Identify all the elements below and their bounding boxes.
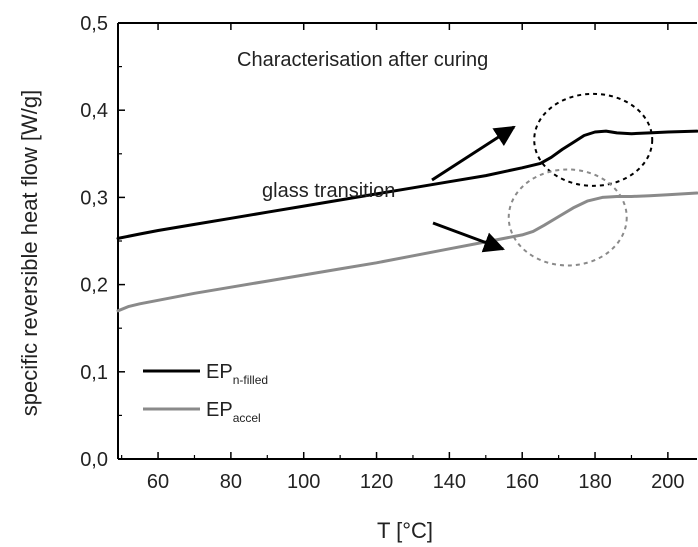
annotation-glass-transition: glass transition: [262, 180, 395, 202]
legend: EPn-filled EPaccel: [143, 361, 268, 425]
y-tick-label: 0,4: [80, 100, 108, 122]
arrow-to-gray-circle: [432, 221, 505, 253]
x-axis-title: T [°C]: [377, 518, 433, 543]
annotation-layer: Characterisation after curing glass tran…: [237, 49, 654, 267]
x-tick-label: 140: [433, 471, 466, 493]
y-tick-label: 0,5: [80, 13, 108, 35]
annotation-title: Characterisation after curing: [237, 49, 488, 71]
series-layer: [116, 129, 698, 313]
plot-frame: [117, 22, 697, 460]
y-tick-label: 0,3: [80, 187, 108, 209]
y-tick-label: 0,1: [80, 362, 108, 384]
glass-transition-circle-black: [533, 92, 654, 187]
y-axis-ticks: 0,0 0,1 0,2 0,3 0,4 0,5: [80, 13, 125, 471]
x-axis-ticks: 60 80 100 120 140 160 180 200: [121, 23, 685, 493]
y-tick-label: 0,0: [80, 449, 108, 471]
x-tick-label: 100: [287, 471, 320, 493]
arrow-to-black-circle: [431, 125, 516, 182]
y-tick-label: 0,2: [80, 275, 108, 297]
x-tick-label: 180: [578, 471, 611, 493]
x-tick-label: 60: [147, 471, 169, 493]
x-tick-label: 200: [651, 471, 684, 493]
glass-transition-circle-gray: [507, 168, 628, 267]
legend-label: EPaccel: [206, 399, 261, 425]
x-tick-label: 160: [506, 471, 539, 493]
x-tick-label: 80: [220, 471, 242, 493]
x-tick-label: 120: [360, 471, 393, 493]
legend-label: EPn-filled: [206, 361, 268, 387]
series-line-n-filled: [116, 129, 698, 240]
series-line-accel: [116, 191, 698, 313]
y-axis-title: specific reversible heat flow [W/g]: [17, 90, 42, 416]
